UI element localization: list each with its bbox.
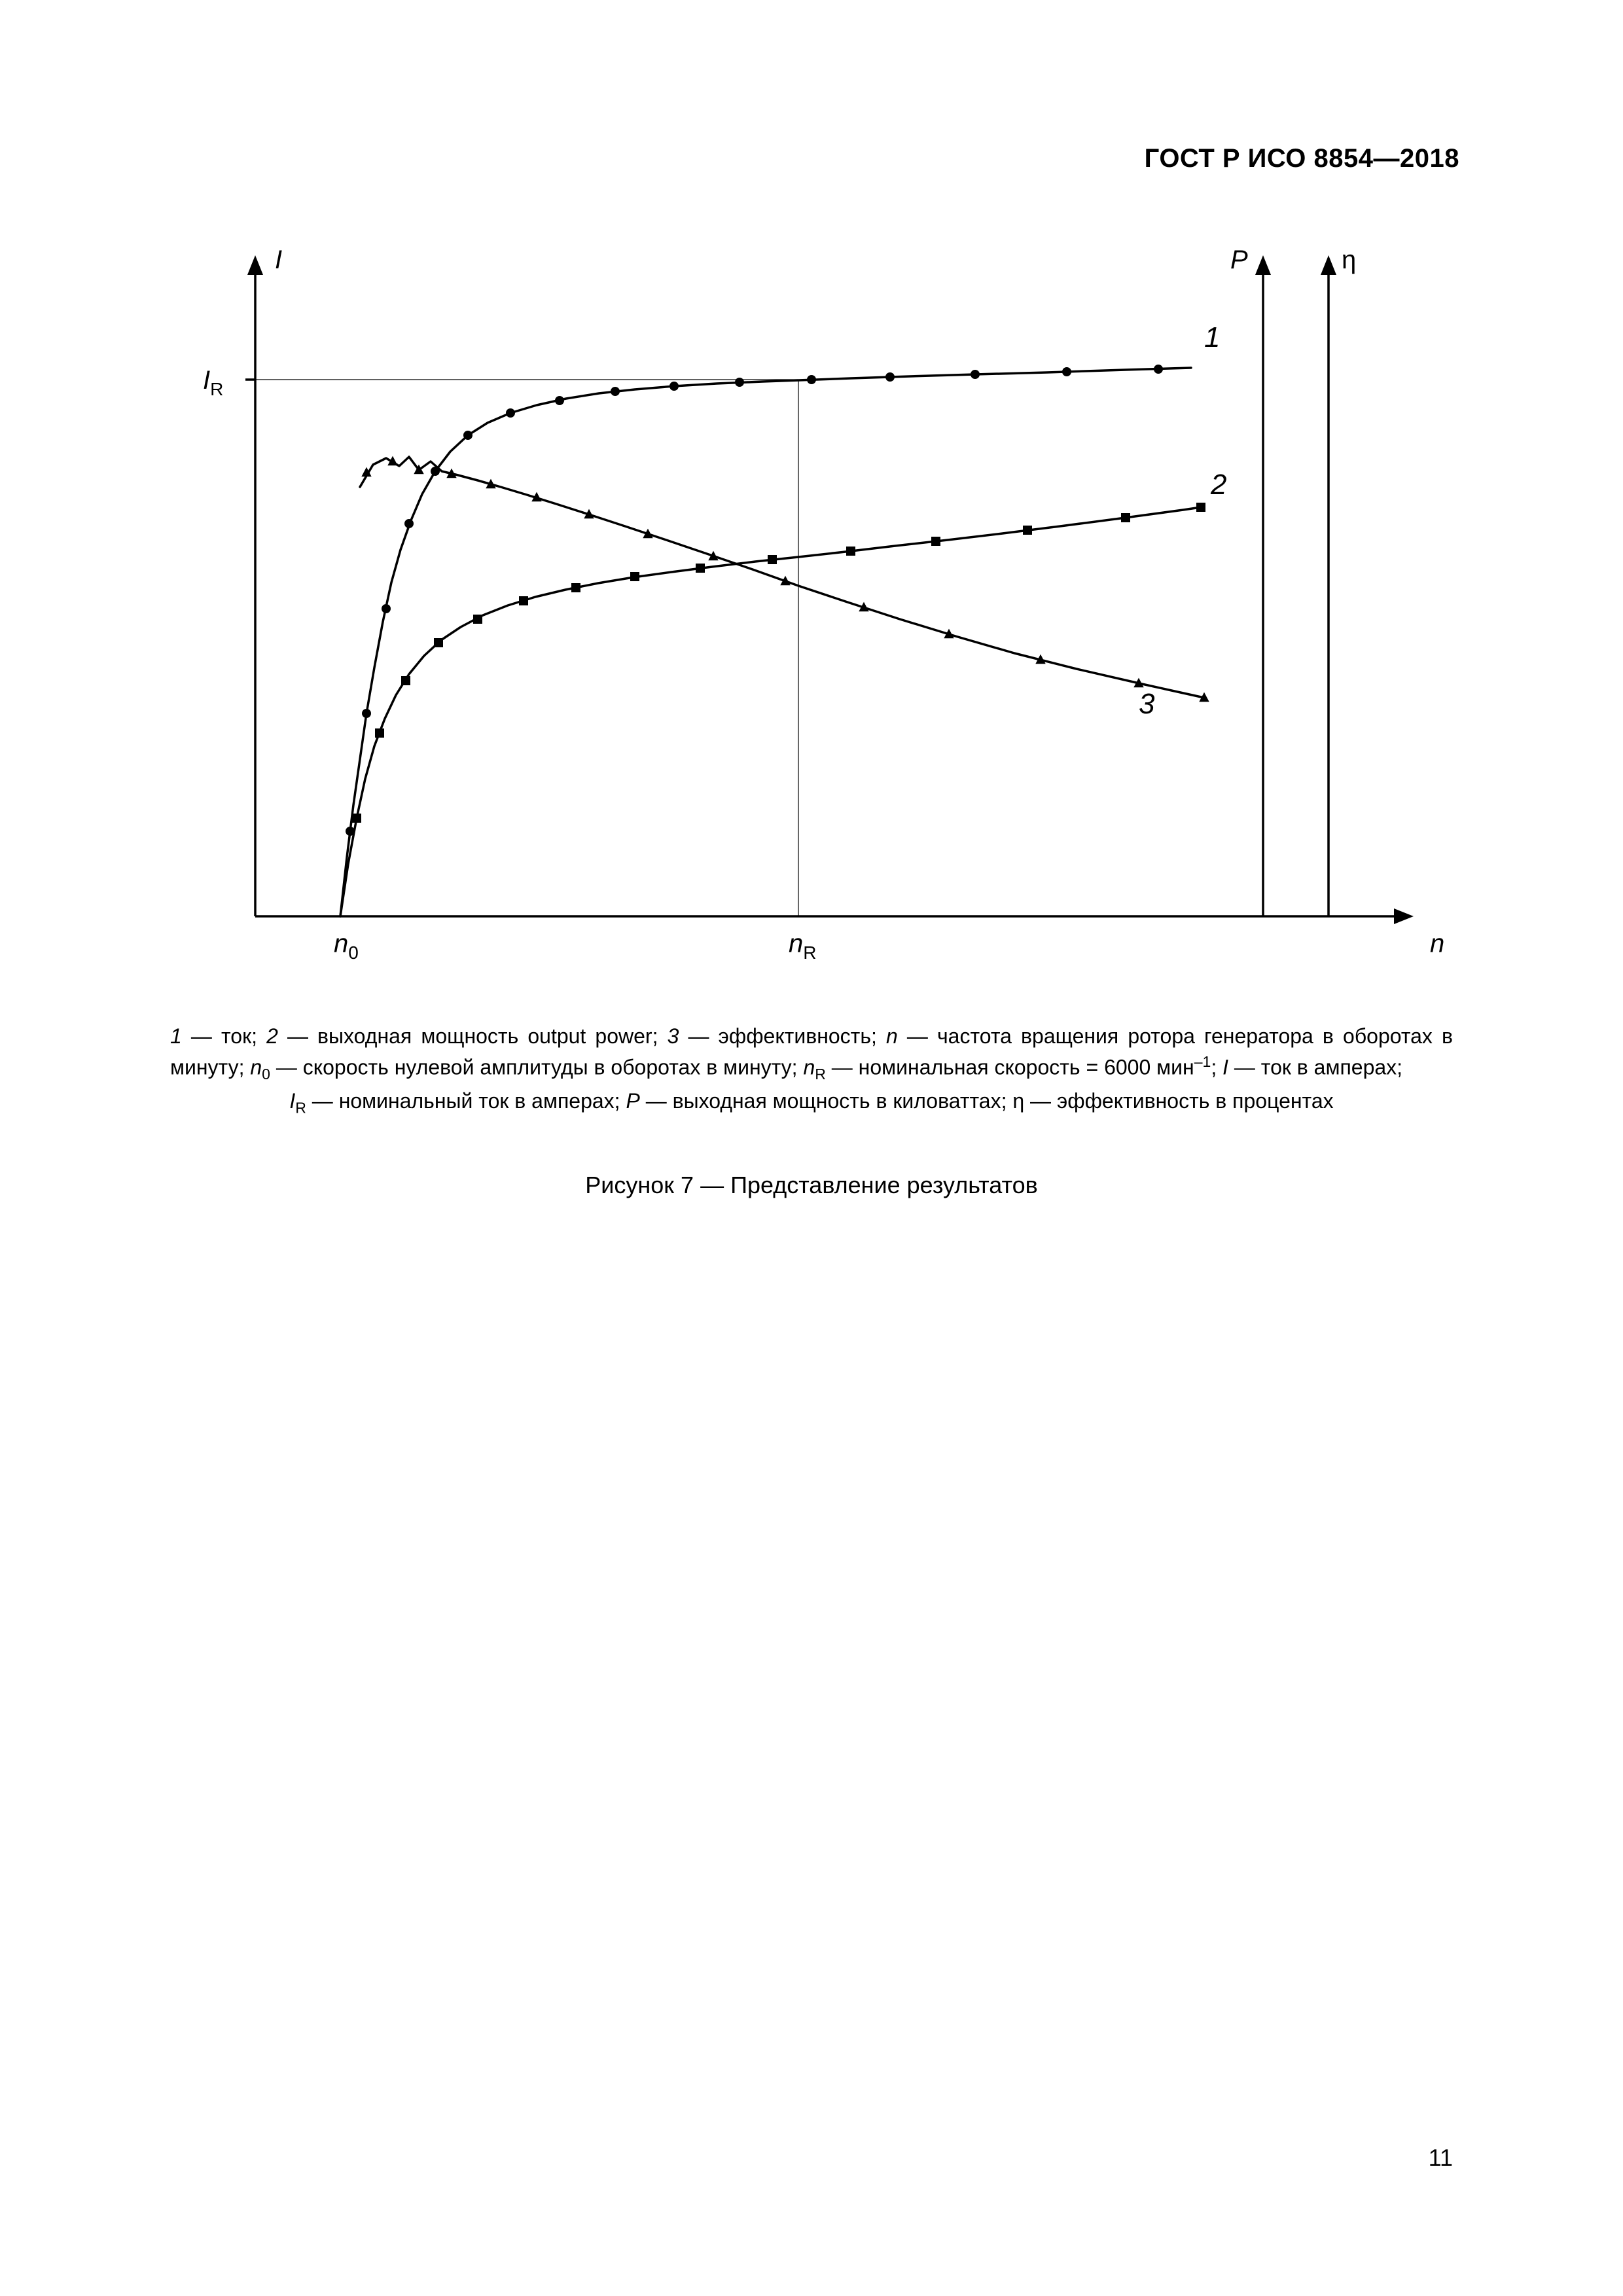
legend-IR-sym: I — [289, 1089, 295, 1113]
legend-1-num: 1 — [170, 1024, 182, 1048]
svg-text:I: I — [275, 245, 282, 274]
figure-legend: 1 — ток; 2 — выходная мощность output po… — [170, 1021, 1453, 1119]
generator-curves-chart: I IR n0 nR n Pη 1 2 3 — [170, 229, 1453, 1001]
figure-caption: Рисунок 7 — Представление результатов — [0, 1172, 1623, 1199]
chart-figure: I IR n0 nR n Pη 1 2 3 — [170, 229, 1453, 1005]
svg-text:nR: nR — [789, 929, 816, 963]
legend-n0-sym: n — [250, 1056, 262, 1079]
legend-IR-txt: — номинальный ток в амперах; — [306, 1089, 626, 1113]
legend-nR-txt: — номинальная скорость = 6000 мин — [826, 1056, 1194, 1079]
legend-nR-sub: R — [815, 1066, 826, 1083]
legend-1-txt: — ток; — [182, 1024, 266, 1048]
legend-eta-sym: η — [1012, 1089, 1024, 1113]
legend-3-num: 3 — [668, 1024, 679, 1048]
legend-3-txt: — эффективность; — [679, 1024, 886, 1048]
legend-IR-sub: R — [295, 1099, 306, 1116]
legend-2-num: 2 — [266, 1024, 278, 1048]
legend-nR-txt2: ; — [1211, 1056, 1222, 1079]
legend-n-sym: n — [886, 1024, 898, 1048]
legend-I-sym: I — [1222, 1056, 1228, 1079]
doc-header: ГОСТ Р ИСО 8854—2018 — [1145, 144, 1459, 173]
page-number: 11 — [1429, 2144, 1453, 2172]
svg-text:IR: IR — [203, 366, 223, 399]
svg-text:n: n — [1430, 929, 1444, 958]
legend-nR-sym: n — [803, 1056, 815, 1079]
svg-text:3: 3 — [1139, 688, 1155, 720]
svg-text:1: 1 — [1204, 321, 1220, 353]
legend-I-txt: — ток в амперах; — [1228, 1056, 1402, 1079]
svg-text:P: P — [1230, 245, 1248, 274]
legend-2-txt: — выходная мощность output power; — [278, 1024, 668, 1048]
svg-text:2: 2 — [1210, 469, 1226, 501]
legend-P-txt: — выходная мощность в киловаттах; — [640, 1089, 1013, 1113]
legend-n0-sub: 0 — [262, 1066, 270, 1083]
svg-text:η: η — [1342, 245, 1356, 274]
svg-text:n0: n0 — [334, 929, 359, 963]
legend-P-sym: P — [626, 1089, 639, 1113]
legend-nR-sup: –1 — [1194, 1053, 1211, 1070]
legend-eta-txt: — эффективность в процентах — [1024, 1089, 1333, 1113]
legend-n0-txt: — скорость нулевой амплитуды в оборотах … — [270, 1056, 804, 1079]
